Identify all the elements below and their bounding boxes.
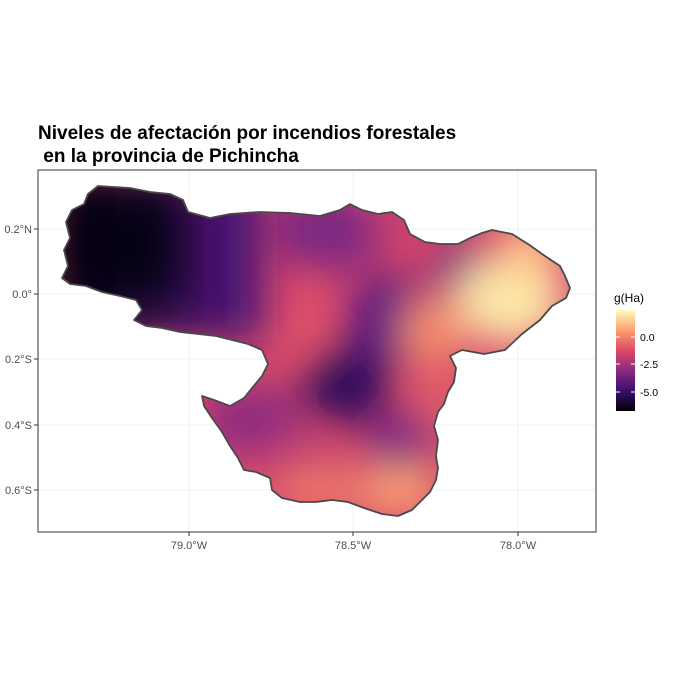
x-tick-label: 79.0°W [171, 540, 208, 552]
x-axis: 79.0°W 78.5°W 78.0°W [171, 532, 537, 552]
y-tick-label: 0.6°S [5, 485, 32, 497]
x-tick-label: 78.0°W [500, 540, 537, 552]
y-tick-label: 0.4°S [5, 420, 32, 432]
legend-title: g(Ha) [614, 291, 644, 305]
map-title: Niveles de afectación por incendios fore… [38, 122, 456, 168]
legend-colorbar [616, 310, 635, 411]
legend-label: 0.0 [640, 332, 655, 344]
legend-label: -5.0 [640, 387, 658, 399]
y-tick-label: 0.0° [12, 289, 32, 301]
map-title-line-1: Niveles de afectación por incendios fore… [38, 123, 457, 144]
map-title-line-2: en la provincia de Pichincha [38, 146, 299, 167]
province-boundary [61, 185, 571, 517]
legend-label: -2.5 [640, 359, 658, 371]
x-tick-label: 78.5°W [335, 540, 372, 552]
legend: g(Ha) 0.0 -2.5 -5.0 [614, 291, 658, 411]
y-tick-label: 0.2°S [5, 354, 32, 366]
plot-panel-border [37, 169, 597, 533]
y-tick-label: 0.2°N [4, 224, 32, 236]
y-axis: 0.2°N 0.0° 0.2°S 0.4°S 0.6°S [4, 224, 38, 497]
